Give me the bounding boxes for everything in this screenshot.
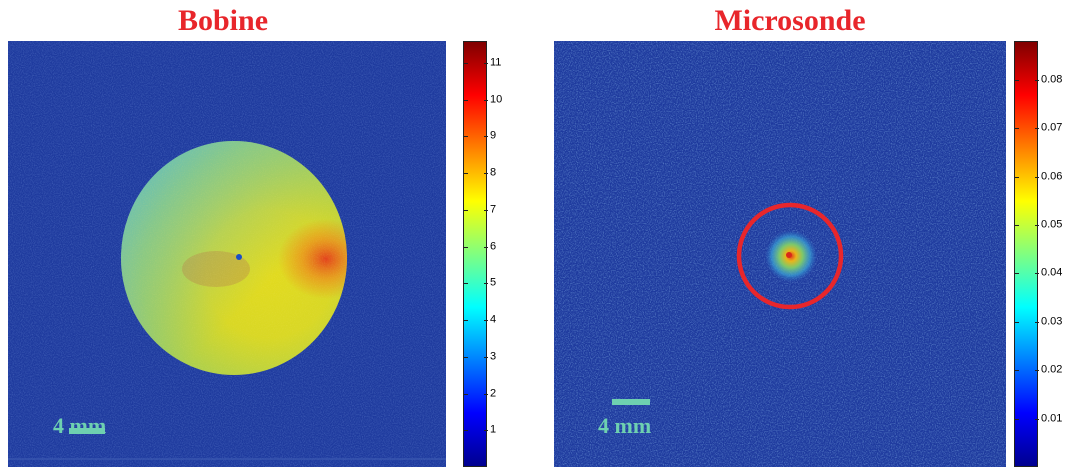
colorbar-tick bbox=[464, 283, 488, 285]
scale-bar-line bbox=[69, 428, 105, 434]
panel-microsonde: Microsonde 4 mm bbox=[534, 0, 1069, 475]
scale-bar-label: 4 mm bbox=[598, 413, 652, 438]
colorbar-tick bbox=[464, 393, 488, 395]
colorbar-tick-label: 6 bbox=[490, 240, 497, 253]
colorbar-tick bbox=[464, 356, 488, 358]
colorbar-tick bbox=[464, 209, 488, 211]
colorbar-tick bbox=[1015, 418, 1039, 420]
highlight-circle bbox=[736, 202, 844, 310]
panel-title: Microsonde bbox=[714, 4, 866, 37]
colorbar-tick-label: 0.01 bbox=[1041, 412, 1063, 425]
colorbar-tick-label: 0.08 bbox=[1041, 73, 1063, 86]
colorbar-tick bbox=[1015, 128, 1039, 130]
colorbar-tick-label: 1 bbox=[490, 423, 497, 436]
colorbar-tick bbox=[1015, 176, 1039, 178]
colorbar-tick bbox=[1015, 321, 1039, 323]
colorbar-tick bbox=[464, 63, 488, 65]
colorbar-tick-label: 0.07 bbox=[1041, 121, 1063, 134]
colorbar-tick bbox=[1015, 79, 1039, 81]
colorbar-tick-label: 0.03 bbox=[1041, 315, 1063, 328]
colorbar-tick-label: 0.04 bbox=[1041, 266, 1063, 279]
panel-bobine: Bobine bbox=[0, 0, 534, 475]
colorbar-tick-label: 0.02 bbox=[1041, 363, 1063, 376]
colorbar-tick-label: 4 bbox=[490, 313, 497, 326]
colorbar-tick bbox=[464, 246, 488, 248]
colorbar-tick bbox=[1015, 224, 1039, 226]
colorbar-tick bbox=[464, 173, 488, 175]
scale-bar-line bbox=[612, 399, 650, 405]
colorbar-tick-label: 0.05 bbox=[1041, 218, 1063, 231]
scale-bar-label: 4 mm bbox=[53, 413, 107, 438]
colorbar-tick-label: 11 bbox=[490, 56, 502, 69]
colorbar-tick bbox=[1015, 370, 1039, 372]
colorbar-tick-label: 5 bbox=[490, 276, 497, 289]
colorbar-tick-label: 9 bbox=[490, 129, 497, 142]
colorbar bbox=[1014, 41, 1039, 467]
colorbar-tick bbox=[464, 430, 488, 432]
colorbar-tick-label: 10 bbox=[490, 93, 503, 106]
colorbar-tick bbox=[1015, 273, 1039, 275]
colorbar-tick-label: 0.06 bbox=[1041, 170, 1063, 183]
colorbar-tick bbox=[464, 99, 488, 101]
colorbar-tick-label: 3 bbox=[490, 350, 497, 363]
colorbar-tick bbox=[464, 136, 488, 138]
heatmap-image bbox=[554, 41, 1006, 467]
colorbar-tick-label: 7 bbox=[490, 203, 497, 216]
colorbar-tick-label: 8 bbox=[490, 166, 497, 179]
heatmap-image bbox=[8, 41, 446, 467]
colorbar-tick bbox=[464, 320, 488, 322]
colorbar bbox=[463, 41, 488, 467]
panel-title: Bobine bbox=[177, 4, 269, 37]
colorbar-tick-label: 2 bbox=[490, 387, 497, 400]
